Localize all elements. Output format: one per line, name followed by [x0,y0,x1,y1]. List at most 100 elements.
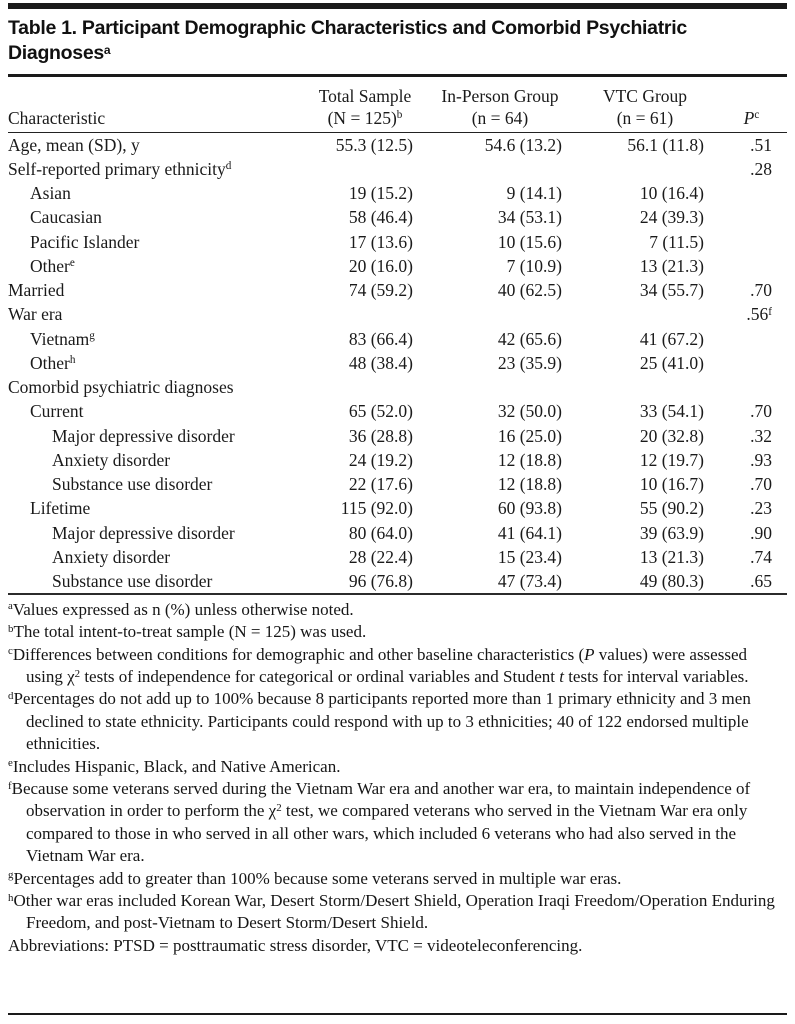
cell-in-person: 12 (18.8) [497,474,562,494]
cell-p-value: .70 [750,401,772,422]
cell-in-person: 10 (15.6) [497,231,562,252]
cell-total-sample: 83 (66.4) [348,328,413,349]
cell-total-sample: 58 (46.4) [348,207,413,228]
cell-p-value [716,327,787,351]
row-characteristic: Self-reported primary ethnicityd [8,158,232,179]
cell-p-value: .93 [750,449,772,470]
table-row: Age, mean (SD), y 55.3 (12.5) 54.6 (13.2… [8,132,787,157]
row-characteristic: Othere [30,255,75,276]
table-row: Anxiety disorder 24 (19.2) 12 (18.8) 12 … [8,448,787,472]
cell-total-sample: 74 (59.2) [348,280,413,300]
cell-p-value [716,254,787,278]
cell-vtc: 12 (19.7) [639,449,704,470]
table-title-line2-text: Diagnoses [8,42,104,64]
cell-total-sample: 36 (28.8) [348,425,413,446]
col-header-characteristic: Characteristic [8,107,106,128]
bottom-rule [8,1012,787,1015]
row-characteristic: Otherh [30,352,76,373]
cell-in-person: 54.6 (13.2) [484,134,562,155]
cell-in-person: 15 (23.4) [497,546,562,567]
col-header-p-value: Pc [716,77,787,133]
row-characteristic: Major depressive disorder [52,522,235,543]
row-characteristic: Current [30,401,84,422]
table-title: Table 1. Participant Demographic Charact… [8,9,787,74]
cell-in-person [426,157,574,181]
cell-vtc: 10 (16.4) [639,183,704,203]
cell-vtc [574,157,716,181]
cell-p-value: .28 [750,158,772,179]
cell-p-value: .23 [750,498,772,519]
cell-vtc [574,302,716,326]
title-footnote-marker: a [103,42,111,57]
cell-total-sample: 96 (76.8) [348,571,413,591]
footnote: bThe total intent-to-treat sample (N = 1… [8,622,367,642]
cell-total-sample: 55.3 (12.5) [335,134,413,155]
cell-vtc: 33 (54.1) [639,401,704,422]
table-row: Comorbid psychiatric diagnoses [8,375,787,399]
cell-in-person: 42 (65.6) [497,328,562,349]
row-characteristic: Lifetime [30,498,91,519]
table-row: Major depressive disorder 80 (64.0) 41 (… [8,521,787,545]
row-characteristic: Asian [30,183,71,203]
row-characteristic: Anxiety disorder [52,546,171,567]
cell-in-person: 40 (62.5) [497,280,562,300]
cell-p-value: .32 [750,425,772,446]
cell-total-sample: 65 (52.0) [348,401,413,422]
cell-vtc: 39 (63.9) [639,522,704,543]
row-characteristic: Comorbid psychiatric diagnoses [8,377,234,397]
footnotes-section: aValues expressed as n (%) unless otherw… [8,595,787,963]
cell-total-sample [304,375,426,399]
cell-in-person: 60 (93.8) [497,498,562,519]
footnote: cDifferences between conditions for demo… [8,644,749,686]
cell-p-value: .65 [750,571,772,591]
cell-p-value [716,205,787,229]
row-characteristic: Substance use disorder [52,571,213,591]
cell-vtc: 24 (39.3) [639,207,704,228]
footnote: hOther war eras included Korean War, Des… [8,891,775,933]
cell-total-sample: 115 (92.0) [340,498,413,519]
cell-vtc [574,375,716,399]
footnote: Abbreviations: PTSD = posttraumatic stre… [8,935,583,955]
footnote: gPercentages add to greater than 100% be… [8,868,622,888]
cell-total-sample [304,157,426,181]
cell-p-value [716,181,787,205]
cell-vtc: 13 (21.3) [639,255,704,276]
footnote: dPercentages do not add up to 100% becau… [8,689,751,754]
row-characteristic: Substance use disorder [52,474,213,494]
row-characteristic: Age, mean (SD), y [8,134,140,155]
cell-total-sample: 22 (17.6) [348,474,413,494]
footnote: fBecause some veterans served during the… [8,779,751,866]
cell-in-person [426,302,574,326]
cell-vtc: 13 (21.3) [639,546,704,567]
title-rule [8,74,787,77]
table-row: War era .56f [8,302,787,326]
cell-vtc: 55 (90.2) [639,498,704,519]
table-row: Substance use disorder 22 (17.6) 12 (18.… [8,472,787,496]
table-row: Caucasian 58 (46.4) 34 (53.1) 24 (39.3) [8,205,787,229]
cell-vtc: 7 (11.5) [649,231,704,252]
cell-total-sample: 80 (64.0) [348,522,413,543]
row-characteristic: War era [8,304,63,325]
table-row: Otherh 48 (38.4) 23 (35.9) 25 (41.0) [8,351,787,375]
table-title-line2: Diagnosesa [8,41,787,68]
col-header-vtc: VTC Group (n = 61) [574,77,716,133]
header-line-2: (n = 61) [616,107,674,128]
cell-vtc: 56.1 (11.8) [627,134,704,155]
cell-vtc: 49 (80.3) [639,571,704,591]
cell-total-sample: 20 (16.0) [348,255,413,276]
cell-vtc: 20 (32.8) [639,425,704,446]
table-row: Pacific Islander 17 (13.6) 10 (15.6) 7 (… [8,230,787,254]
cell-p-value: .56f [746,304,772,325]
cell-in-person: 47 (73.4) [497,571,562,591]
cell-total-sample: 28 (22.4) [348,546,413,567]
table-header-row: Characteristic Total Sample (N = 125)b I… [8,77,787,133]
cell-vtc: 25 (41.0) [639,352,704,373]
row-characteristic: Vietnamg [30,328,95,349]
cell-in-person [426,375,574,399]
cell-in-person: 41 (64.1) [497,522,562,543]
table-row: Vietnamg 83 (66.4) 42 (65.6) 41 (67.2) [8,327,787,351]
cell-total-sample: 24 (19.2) [348,449,413,470]
col-header-in-person: In-Person Group (n = 64) [426,77,574,133]
table-row: Asian 19 (15.2) 9 (14.1) 10 (16.4) [8,181,787,205]
cell-in-person: 12 (18.8) [497,449,562,470]
